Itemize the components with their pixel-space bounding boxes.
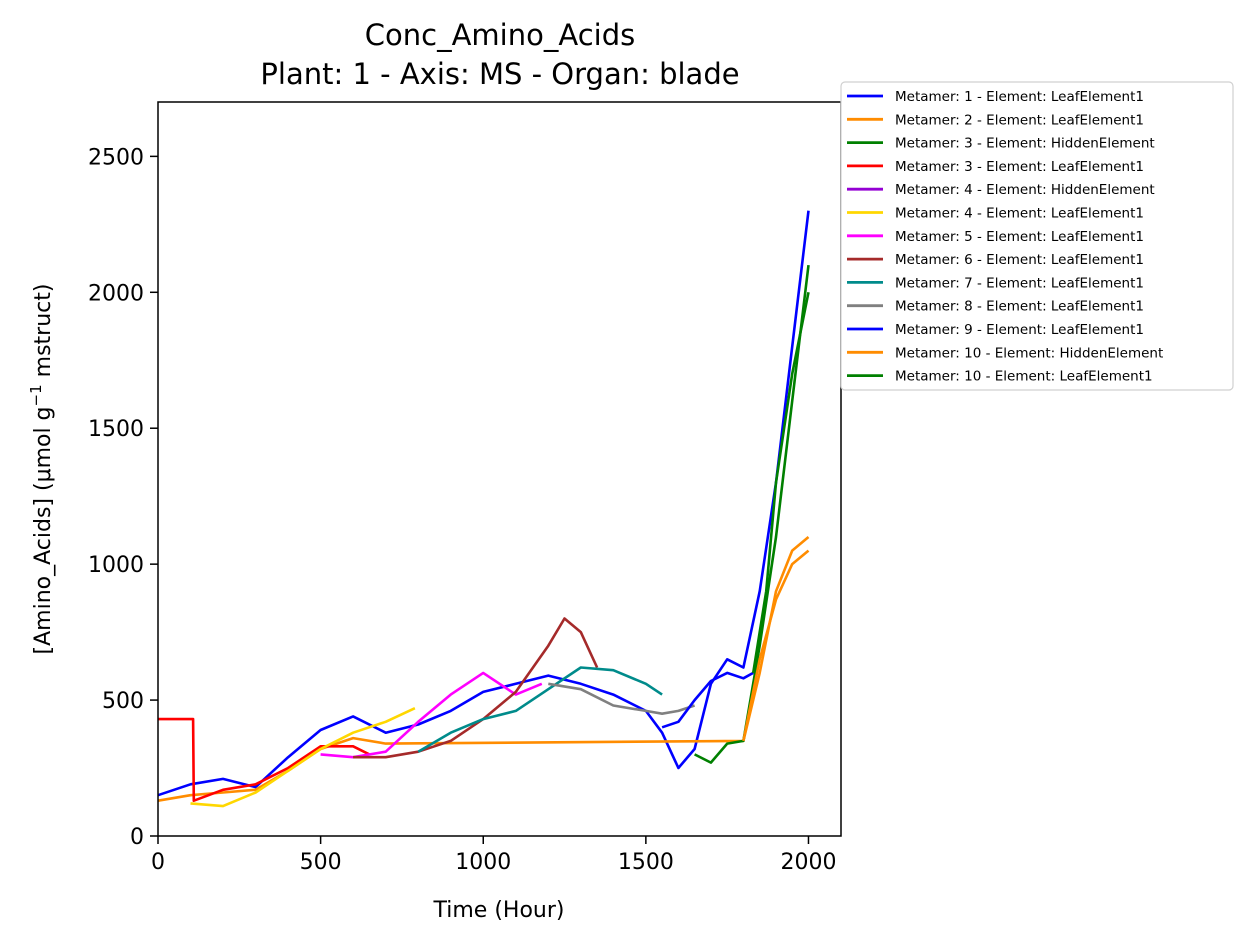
x-axis-label: Time (Hour) <box>433 898 565 923</box>
y-axis-label-main: [Amino_Acids] (μmol g <box>31 406 56 654</box>
series-line-2 <box>157 536 810 802</box>
legend-label: Metamer: 8 - Element: LeafElement1 <box>895 299 1144 315</box>
plot-area <box>158 102 841 836</box>
x-tick-label: 2000 <box>780 850 836 875</box>
y-axis-label-sup: −1 <box>27 384 45 406</box>
series-line-3 <box>694 264 810 764</box>
x-tick-label: 500 <box>300 850 342 875</box>
y-axis: 0 500 1000 1500 2000 2500 <box>88 145 158 850</box>
series-line-4 <box>157 717 370 803</box>
series-line-8 <box>353 617 599 759</box>
series-layer <box>157 210 810 808</box>
legend-label: Metamer: 2 - Element: LeafElement1 <box>895 112 1144 128</box>
legend-label: Metamer: 10 - Element: HiddenElement <box>895 345 1163 361</box>
x-tick-label: 1000 <box>455 850 511 875</box>
y-tick-label: 2000 <box>88 281 144 306</box>
x-axis: 0 500 1000 1500 2000 <box>151 836 836 875</box>
chart-subtitle: Plant: 1 - Axis: MS - Organ: blade <box>260 57 739 91</box>
y-axis-label: [Amino_Acids] (μmol g−1 mstruct) <box>27 284 56 655</box>
legend-label: Metamer: 9 - Element: LeafElement1 <box>895 322 1144 338</box>
legend-label: Metamer: 3 - Element: LeafElement1 <box>895 159 1144 175</box>
y-tick-label: 1500 <box>88 417 144 442</box>
series-line-13 <box>751 292 810 674</box>
legend-label: Metamer: 5 - Element: LeafElement1 <box>895 229 1144 245</box>
legend-label: Metamer: 1 - Element: LeafElement1 <box>895 89 1144 105</box>
legend-label: Metamer: 4 - Element: HiddenElement <box>895 182 1155 198</box>
x-tick-label: 0 <box>151 850 165 875</box>
legend-box <box>840 81 1234 391</box>
chart-title: Conc_Amino_Acids <box>365 18 635 52</box>
x-tick-label: 1500 <box>618 850 674 875</box>
legend-label: Metamer: 6 - Element: LeafElement1 <box>895 252 1144 268</box>
series-line-6 <box>190 707 416 808</box>
legend: Metamer: 1 - Element: LeafElement1 Metame… <box>840 81 1234 391</box>
legend-label: Metamer: 7 - Element: LeafElement1 <box>895 275 1144 291</box>
y-tick-label: 2500 <box>88 145 144 170</box>
series-line-9 <box>417 666 663 753</box>
series-line-10 <box>548 682 696 716</box>
y-tick-label: 1000 <box>88 553 144 578</box>
y-tick-label: 500 <box>102 689 144 714</box>
y-tick-label: 0 <box>130 825 144 850</box>
legend-label: Metamer: 4 - Element: LeafElement1 <box>895 206 1144 222</box>
series-line-12 <box>742 549 810 742</box>
plot-frame <box>157 101 842 837</box>
legend-label: Metamer: 3 - Element: HiddenElement <box>895 136 1155 152</box>
series-line-11 <box>661 671 754 729</box>
legend-label: Metamer: 10 - Element: LeafElement1 <box>895 369 1153 385</box>
y-axis-label-tail: mstruct) <box>31 284 56 385</box>
